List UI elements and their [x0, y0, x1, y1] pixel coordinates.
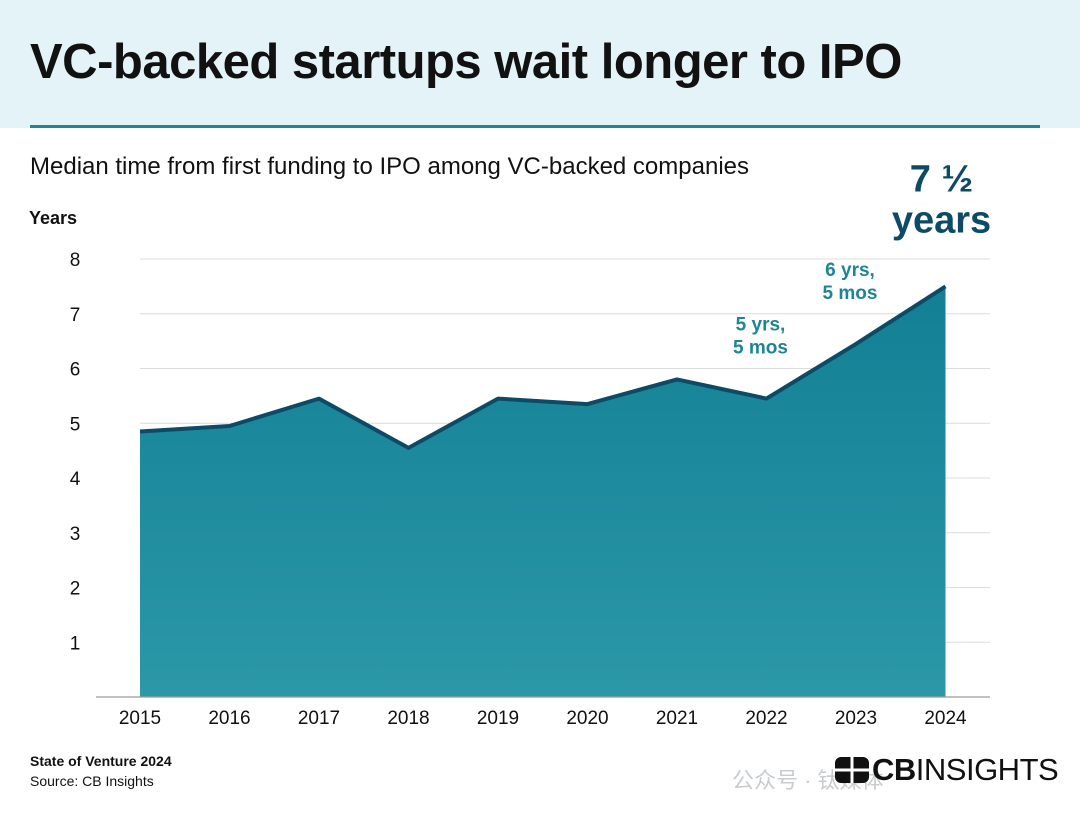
- x-axis-ticks: 2015 2016 2017 2018 2019 2020 2021 2022 2023 2024: [119, 708, 967, 729]
- x-tick-label: 2018: [387, 708, 429, 729]
- y-tick-label: 3: [70, 524, 81, 545]
- annotation-text: 5 yrs,: [736, 315, 786, 336]
- cb-logo-mark-icon: [835, 757, 869, 783]
- annotation-text: 6 yrs,: [825, 260, 875, 281]
- callout-text: 7 ½: [910, 158, 973, 200]
- header-divider: [30, 125, 1040, 128]
- x-tick-label: 2021: [656, 708, 698, 729]
- y-tick-label: 8: [70, 250, 81, 271]
- x-tick-label: 2020: [566, 708, 608, 729]
- y-tick-label: 5: [70, 414, 81, 435]
- footer-report-title: State of Venture 2024: [30, 753, 172, 769]
- footer: State of Venture 2024 Source: CB Insight…: [30, 751, 172, 791]
- x-tick-label: 2023: [835, 708, 877, 729]
- y-tick-label: 6: [70, 360, 81, 381]
- chart-subtitle: Median time from first funding to IPO am…: [30, 153, 749, 180]
- data-points: [139, 286, 946, 448]
- annotation-text: 5 mos: [823, 283, 878, 304]
- x-tick-label: 2017: [298, 708, 340, 729]
- annotation-2022: 5 yrs,5 mos: [733, 315, 788, 359]
- y-axis-label: Years: [29, 208, 77, 228]
- data-line: [139, 284, 947, 450]
- logo-cb: CB: [872, 752, 916, 787]
- y-tick-label: 4: [70, 469, 81, 490]
- y-tick-label: 7: [70, 305, 81, 326]
- footer-source: Source: CB Insights: [30, 773, 154, 789]
- x-tick-label: 2022: [745, 708, 787, 729]
- y-axis-ticks: 1 2 3 4 5 6 7 8: [70, 250, 81, 654]
- annotation-text: 5 mos: [733, 338, 788, 359]
- logo-wordmark: CBINSIGHTS: [872, 752, 1059, 787]
- cb-insights-logo: CBINSIGHTS: [835, 752, 1059, 787]
- data-area: [140, 286, 946, 697]
- callout-text: years: [892, 199, 991, 241]
- x-tick-label: 2019: [477, 708, 519, 729]
- x-tick-label: 2024: [924, 708, 967, 729]
- annotation-2023: 6 yrs,5 mos: [823, 260, 878, 304]
- x-tick-label: 2016: [208, 708, 250, 729]
- header-band: [0, 0, 1080, 128]
- logo-insights: INSIGHTS: [915, 752, 1059, 787]
- y-tick-label: 2: [70, 579, 81, 600]
- y-tick-label: 1: [70, 633, 81, 654]
- chart-title: VC-backed startups wait longer to IPO: [30, 35, 902, 89]
- x-tick-label: 2015: [119, 708, 161, 729]
